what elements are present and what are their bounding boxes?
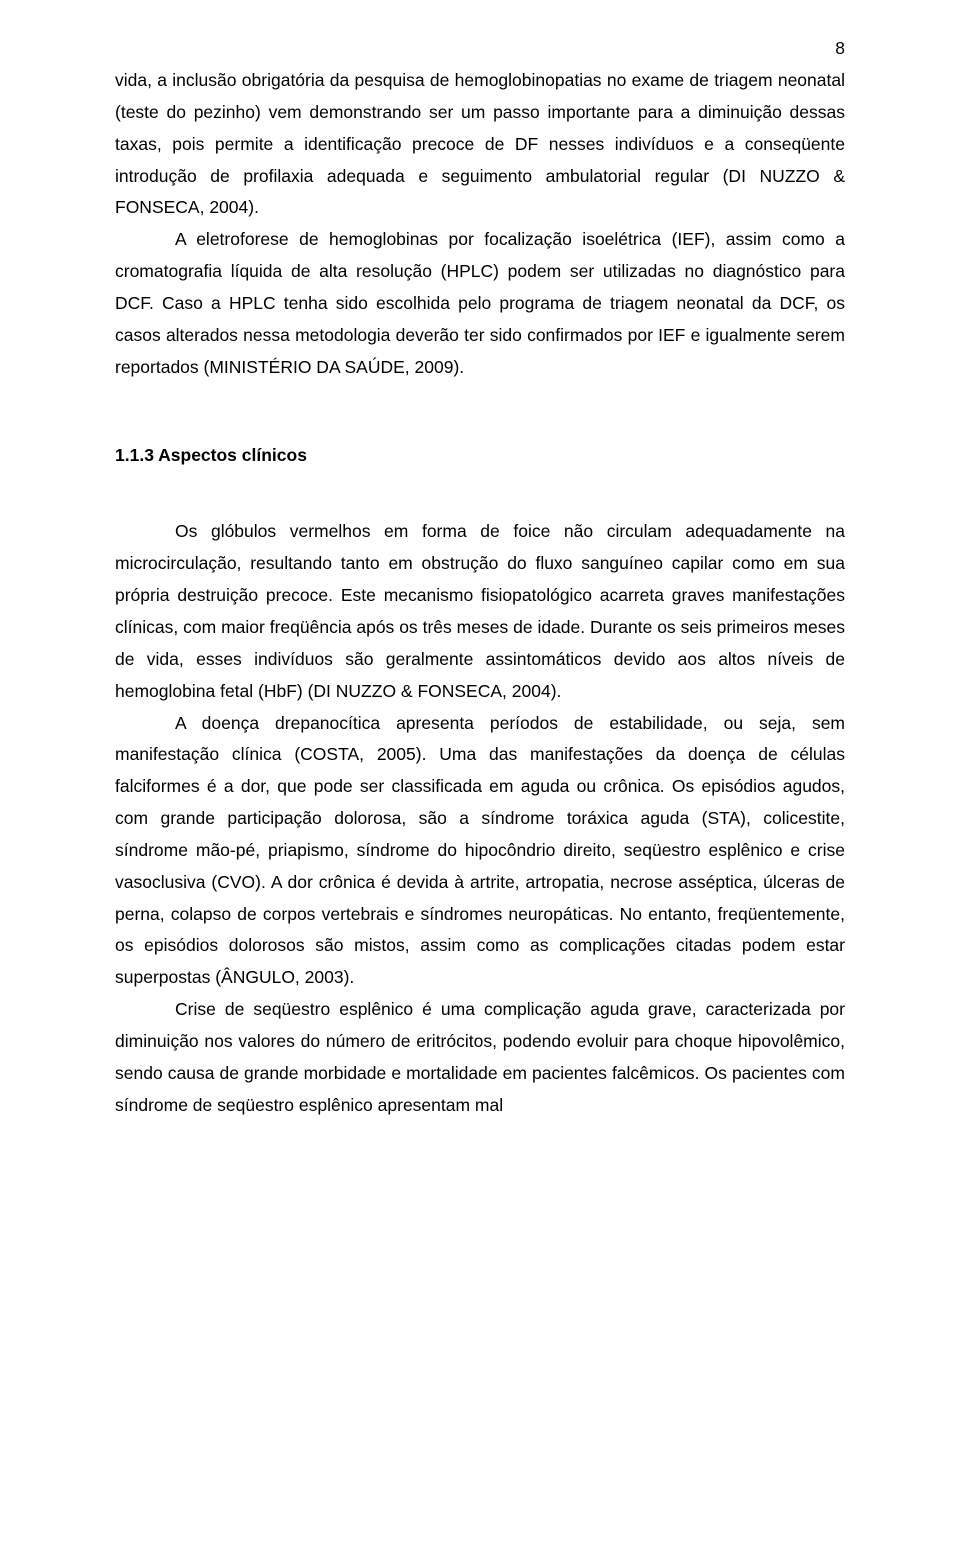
- paragraph-2: A eletroforese de hemoglobinas por focal…: [115, 224, 845, 383]
- spacer: [115, 383, 845, 395]
- document-page: 8 vida, a inclusão obrigatória da pesqui…: [0, 0, 960, 1559]
- paragraph-5: Crise de seqüestro esplênico é uma compl…: [115, 994, 845, 1121]
- paragraph-3: Os glóbulos vermelhos em forma de foice …: [115, 516, 845, 707]
- section-heading: 1.1.3 Aspectos clínicos: [115, 445, 845, 466]
- paragraph-1: vida, a inclusão obrigatória da pesquisa…: [115, 65, 845, 224]
- page-number: 8: [835, 38, 845, 59]
- paragraph-4: A doença drepanocítica apresenta período…: [115, 708, 845, 995]
